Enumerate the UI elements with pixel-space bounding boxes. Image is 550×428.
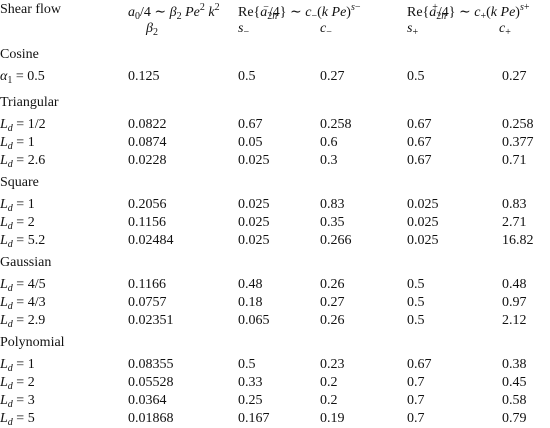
cell-s-minus: 0.48 [238,277,263,292]
cell-s-minus: 0.065 [238,313,270,328]
cell-s-minus: 0.33 [238,375,263,390]
cell-c-minus: 0.26 [320,277,345,292]
row-label: Ld = 4/5 [0,277,46,294]
cell-beta2: 0.0364 [128,393,167,408]
cell-c-minus: 0.258 [320,117,352,132]
cell-c-plus: 2.71 [502,215,527,230]
cell-s-plus: 0.67 [407,117,432,132]
group-heading: Triangular [0,95,59,110]
header-a0-formula: a0/4 ∼ β2 Pe2 k2 [128,2,220,22]
cell-beta2: 0.0228 [128,153,167,168]
header-beta2: β2 [146,21,158,38]
cell-c-minus: 0.83 [320,197,345,212]
row-label: Ld = 3 [0,393,35,410]
cell-s-plus: 0.025 [407,197,439,212]
row-label: Ld = 4/3 [0,295,46,312]
cell-s-plus: 0.025 [407,233,439,248]
row-label: Ld = 2.6 [0,153,46,170]
cell-s-plus: 0.5 [407,277,425,292]
cell-beta2: 0.1166 [128,277,166,292]
cell-c-minus: 0.19 [320,411,345,426]
row-label: Ld = 1 [0,135,35,152]
cell-s-minus: 0.25 [238,393,263,408]
cell-beta2: 0.0874 [128,135,167,150]
cell-s-minus: 0.025 [238,197,270,212]
header-s-plus: s+ [407,21,419,38]
header-s-minus: s− [238,21,250,38]
cell-s-minus: 0.5 [238,357,256,372]
cell-s-plus: 0.67 [407,357,432,372]
cell-c-plus: 0.377 [502,135,534,150]
group-heading: Gaussian [0,255,52,270]
cell-s-minus: 0.67 [238,117,263,132]
row-label: Ld = 5.2 [0,233,46,250]
cell-c-plus: 0.71 [502,153,527,168]
row-label: Ld = 1/2 [0,117,46,134]
cell-beta2: 0.01868 [128,411,174,426]
header-c-plus: c+ [499,21,511,38]
cell-s-plus: 0.7 [407,411,425,426]
cell-beta2: 0.1156 [128,215,166,230]
cell-s-minus: 0.025 [238,215,270,230]
cell-c-minus: 0.2 [320,393,338,408]
group-heading: Cosine [0,47,39,62]
cell-c-minus: 0.3 [320,153,338,168]
cell-beta2: 0.0757 [128,295,167,310]
cell-beta2: 0.08355 [128,357,174,372]
cell-beta2: 0.05528 [128,375,174,390]
group-heading: Square [0,175,39,190]
cell-c-plus: 2.12 [502,313,527,328]
cell-s-plus: 0.7 [407,393,425,408]
cell-c-minus: 0.23 [320,357,345,372]
cell-c-minus: 0.27 [320,69,345,84]
header-c-minus: c− [320,21,332,38]
cell-c-plus: 0.97 [502,295,527,310]
row-label: α1 = 0.5 [0,69,45,86]
cell-beta2: 0.2056 [128,197,167,212]
cell-c-plus: 0.45 [502,375,527,390]
row-label: Ld = 5 [0,411,35,428]
header-shear-flow: Shear flow [0,2,62,17]
cell-c-plus: 0.79 [502,411,527,426]
group-heading: Polynomial [0,335,65,350]
cell-s-minus: 0.167 [238,411,270,426]
cell-c-plus: 16.82 [502,233,534,248]
header-minus-formula: Re{a2n−/4} ∼ c−(k Pe)s− [238,2,361,22]
cell-s-plus: 0.025 [407,215,439,230]
cell-s-plus: 0.5 [407,295,425,310]
cell-s-minus: 0.025 [238,233,270,248]
cell-s-minus: 0.5 [238,69,256,84]
cell-c-plus: 0.48 [502,277,527,292]
header-plus-formula: Re{a2n+/4} ∼ c+(k Pe)s+ [407,2,530,22]
cell-c-plus: 0.38 [502,357,527,372]
cell-c-plus: 0.58 [502,393,527,408]
cell-beta2: 0.02484 [128,233,174,248]
data-table: Shear flow a0/4 ∼ β2 Pe2 k2 β2 Re{a2n−/4… [0,2,534,428]
cell-s-plus: 0.5 [407,313,425,328]
row-label: Ld = 2 [0,375,35,392]
cell-beta2: 0.125 [128,69,160,84]
cell-beta2: 0.02351 [128,313,174,328]
row-label: Ld = 1 [0,357,35,374]
cell-c-plus: 0.83 [502,197,527,212]
cell-s-plus: 0.67 [407,153,432,168]
cell-c-minus: 0.27 [320,295,345,310]
cell-c-minus: 0.266 [320,233,352,248]
cell-c-minus: 0.26 [320,313,345,328]
cell-c-minus: 0.35 [320,215,345,230]
row-label: Ld = 2.9 [0,313,46,330]
row-label: Ld = 2 [0,215,35,232]
cell-c-minus: 0.2 [320,375,338,390]
cell-c-minus: 0.6 [320,135,338,150]
cell-c-plus: 0.258 [502,117,534,132]
cell-s-minus: 0.18 [238,295,263,310]
row-label: Ld = 1 [0,197,35,214]
cell-s-minus: 0.05 [238,135,263,150]
cell-s-plus: 0.67 [407,135,432,150]
cell-s-minus: 0.025 [238,153,270,168]
cell-s-plus: 0.5 [407,69,425,84]
cell-s-plus: 0.7 [407,375,425,390]
cell-beta2: 0.0822 [128,117,167,132]
cell-c-plus: 0.27 [502,69,527,84]
